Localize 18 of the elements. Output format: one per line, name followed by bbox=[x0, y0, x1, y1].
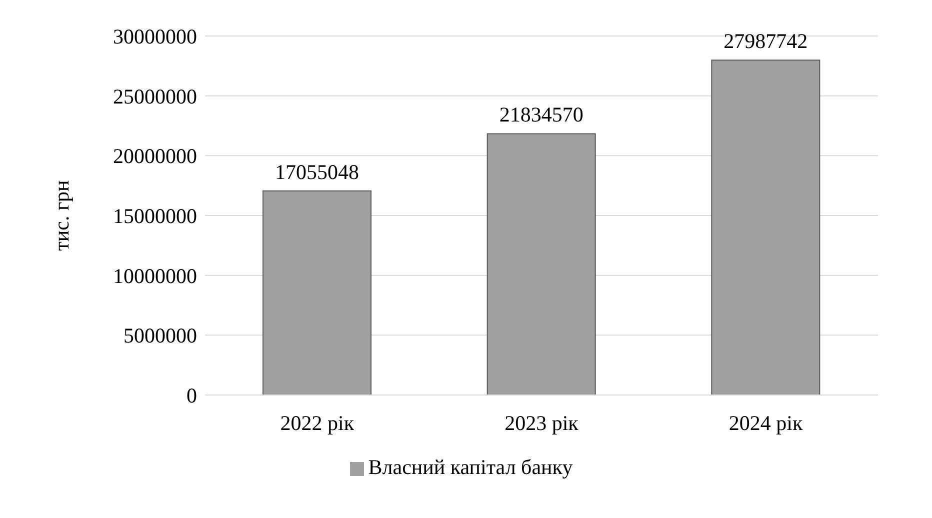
x-tick-label: 2023 рік bbox=[504, 410, 580, 435]
bar bbox=[711, 60, 820, 395]
bar bbox=[486, 133, 596, 395]
y-tick-label: 15000000 bbox=[113, 204, 197, 228]
y-tick-label: 0 bbox=[186, 383, 197, 408]
y-tick-label: 30000000 bbox=[113, 24, 197, 48]
bar bbox=[262, 190, 372, 395]
y-tick-label: 10000000 bbox=[113, 264, 197, 288]
y-axis-title: тис. грн bbox=[49, 180, 74, 251]
x-tick-label: 2024 рік bbox=[728, 410, 804, 435]
data-label: 17055048 bbox=[275, 160, 359, 184]
x-tick-label: 2022 рік bbox=[280, 410, 355, 435]
data-label: 21834570 bbox=[499, 102, 584, 127]
y-tick-label: 20000000 bbox=[113, 144, 197, 168]
legend-label: Власний капітал банку bbox=[368, 455, 573, 479]
y-tick-label: 5000000 bbox=[124, 324, 197, 348]
data-label: 27987742 bbox=[724, 29, 808, 54]
y-tick-label: 25000000 bbox=[113, 84, 197, 108]
